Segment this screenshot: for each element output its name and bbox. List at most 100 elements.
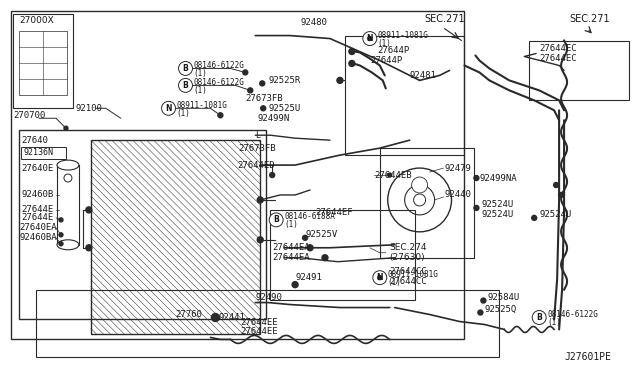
Circle shape — [554, 183, 559, 187]
Circle shape — [368, 36, 372, 41]
Bar — [19, 130, 266, 320]
Ellipse shape — [57, 160, 79, 170]
Bar — [21, 147, 66, 159]
Text: 08146-6122G: 08146-6122G — [193, 78, 244, 87]
Circle shape — [337, 77, 343, 83]
Text: 92499N: 92499N — [257, 114, 289, 123]
Circle shape — [478, 310, 483, 315]
Circle shape — [322, 255, 328, 261]
Circle shape — [388, 168, 451, 232]
Text: (1): (1) — [193, 86, 207, 95]
Text: 92491: 92491 — [295, 273, 322, 282]
Text: 27644EE: 27644EE — [240, 318, 278, 327]
Text: L: L — [255, 131, 260, 140]
Text: (1): (1) — [388, 278, 402, 287]
Circle shape — [373, 271, 387, 285]
Circle shape — [269, 213, 283, 227]
Circle shape — [481, 298, 486, 303]
Circle shape — [257, 197, 263, 203]
Text: 92460BA: 92460BA — [19, 233, 57, 242]
Text: N: N — [367, 34, 373, 43]
Text: 92136N: 92136N — [23, 148, 53, 157]
Circle shape — [179, 78, 193, 92]
Circle shape — [307, 245, 313, 251]
Text: (1): (1) — [193, 69, 207, 78]
Circle shape — [303, 235, 308, 240]
Circle shape — [559, 192, 564, 198]
Circle shape — [59, 218, 63, 222]
Circle shape — [179, 61, 193, 76]
Text: 92481: 92481 — [410, 71, 436, 80]
Text: 27644EA: 27644EA — [272, 253, 310, 262]
Text: (1): (1) — [547, 318, 561, 327]
Circle shape — [243, 70, 248, 75]
Circle shape — [269, 173, 275, 177]
Circle shape — [64, 174, 72, 182]
Bar — [11, 11, 465, 339]
Text: 270700: 270700 — [13, 111, 45, 120]
Circle shape — [218, 113, 223, 118]
Circle shape — [248, 88, 253, 93]
Circle shape — [412, 177, 428, 193]
Text: 27640E: 27640E — [21, 164, 53, 173]
Circle shape — [404, 185, 435, 215]
Text: 08911-1081G: 08911-1081G — [388, 270, 438, 279]
Text: 27673FB: 27673FB — [245, 94, 283, 103]
Circle shape — [413, 194, 426, 206]
Text: 92525Q: 92525Q — [484, 305, 516, 314]
Circle shape — [532, 215, 537, 220]
Bar — [380, 148, 474, 258]
Bar — [57, 165, 79, 245]
Text: 92524U: 92524U — [481, 211, 514, 219]
Text: 08911-1081G: 08911-1081G — [177, 101, 227, 110]
Text: 27644CC: 27644CC — [390, 267, 428, 276]
Text: 27644ED: 27644ED — [237, 161, 275, 170]
Bar — [13, 14, 73, 108]
Text: 92524U: 92524U — [539, 211, 572, 219]
Text: J27601PE: J27601PE — [564, 352, 611, 362]
Text: 27644EF: 27644EF — [315, 208, 353, 217]
Bar — [36, 290, 499, 357]
Text: 27644EC: 27644EC — [539, 54, 577, 63]
Circle shape — [211, 314, 220, 321]
Bar — [345, 36, 465, 155]
Text: 27644P: 27644P — [378, 46, 410, 55]
Text: B: B — [273, 215, 279, 224]
Text: 27644CC: 27644CC — [390, 277, 428, 286]
Text: 27644EA: 27644EA — [272, 243, 310, 252]
Text: 27644EB: 27644EB — [375, 170, 412, 180]
Text: B: B — [536, 313, 542, 322]
Text: (1): (1) — [378, 39, 392, 48]
Text: 92480: 92480 — [300, 18, 327, 27]
Text: 27640: 27640 — [21, 136, 48, 145]
Text: 92100: 92100 — [76, 104, 103, 113]
Circle shape — [363, 32, 377, 45]
Text: 27644E: 27644E — [21, 214, 53, 222]
Circle shape — [474, 176, 479, 180]
Circle shape — [349, 61, 355, 67]
Text: 92524U: 92524U — [481, 201, 514, 209]
Text: 08911-1081G: 08911-1081G — [378, 31, 429, 40]
Circle shape — [257, 237, 263, 243]
Circle shape — [349, 48, 355, 54]
Text: 08146-6188A: 08146-6188A — [284, 212, 335, 221]
Text: 27644EC: 27644EC — [539, 44, 577, 53]
Circle shape — [260, 81, 265, 86]
Circle shape — [292, 282, 298, 288]
Text: (1): (1) — [284, 220, 298, 230]
Text: N: N — [165, 104, 172, 113]
Text: SEC.271: SEC.271 — [569, 14, 610, 24]
Text: 92525R: 92525R — [268, 76, 300, 85]
Text: 92441: 92441 — [218, 313, 245, 322]
Text: 92525U: 92525U — [268, 104, 300, 113]
Text: 27000X: 27000X — [19, 16, 54, 25]
Circle shape — [388, 173, 392, 177]
Text: B: B — [182, 64, 188, 73]
Text: N: N — [376, 273, 383, 282]
Text: 92460B: 92460B — [21, 190, 53, 199]
Circle shape — [86, 245, 92, 251]
Text: SEC.274: SEC.274 — [390, 243, 428, 252]
Circle shape — [532, 311, 546, 324]
Text: 92525V: 92525V — [305, 230, 337, 239]
Text: 92499NA: 92499NA — [479, 173, 517, 183]
